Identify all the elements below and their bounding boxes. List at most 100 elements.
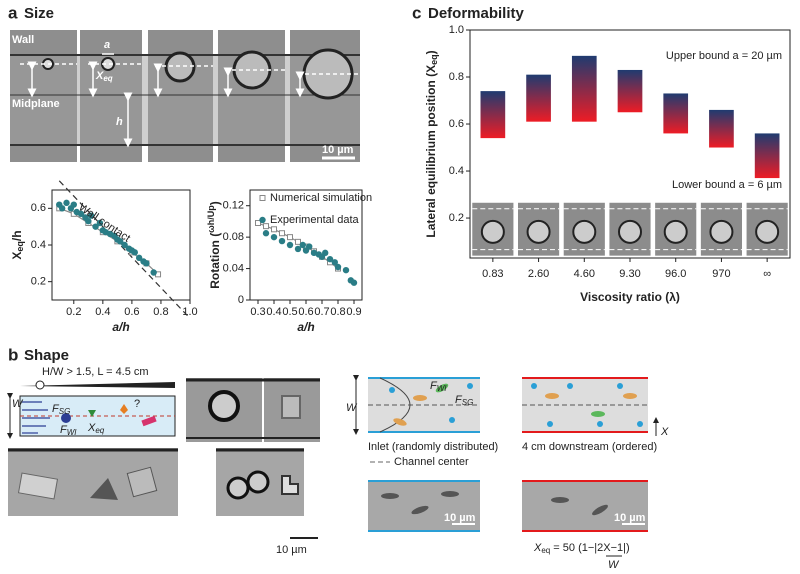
y-tick-label: 0.08 [223, 231, 244, 243]
point [121, 241, 128, 249]
x-tick-label: ∞ [763, 268, 771, 280]
x-tick-label: 0.2 [66, 306, 81, 318]
micrographs [10, 30, 360, 162]
label: W [346, 402, 358, 414]
point [58, 205, 66, 212]
label-part: eq [429, 54, 439, 65]
x-tick-label: 0.8 [153, 306, 168, 318]
y-tick-label: 1.0 [449, 24, 464, 36]
label-part: ) [208, 201, 222, 205]
y-tick-label: 0.6 [31, 202, 46, 214]
marker [279, 230, 285, 237]
droplet [709, 219, 734, 244]
range-bar [754, 133, 780, 179]
point [117, 238, 124, 245]
panel-title: Shape [24, 347, 69, 364]
range-bar [663, 93, 689, 134]
panel-title: Deformability [428, 5, 525, 22]
point [135, 254, 143, 262]
marker [287, 234, 293, 241]
x-tick-label: 970 [712, 268, 730, 280]
scale-bar-label: 10 µm [614, 512, 646, 524]
legend-label: Numerical simulation [270, 192, 372, 204]
point [88, 212, 95, 219]
point [131, 249, 138, 256]
x-tick-label: 96.0 [665, 268, 686, 280]
y-tick-label: 0.2 [449, 212, 464, 224]
panel-label: c [412, 3, 421, 22]
point [63, 199, 70, 207]
point [350, 279, 358, 286]
point [326, 255, 334, 263]
label-part: Lateral equilibrium position (X [424, 65, 438, 238]
y-tick-label: 0.8 [449, 71, 464, 83]
label-part: X [10, 252, 24, 260]
x-tick-label: 0.7 [314, 306, 329, 318]
point [310, 249, 318, 257]
annotation: Upper bound a = 20 µm [666, 50, 782, 62]
y-axis-label: Lateral equilibrium position (Xeq) [424, 50, 439, 237]
point [70, 201, 77, 208]
point [143, 260, 150, 267]
x-tick-label: 9.30 [619, 268, 640, 280]
x-tick-label: 0.3 [250, 306, 265, 318]
range-bar [526, 74, 551, 122]
scale-bar-label: 10 µm [444, 512, 476, 524]
point [306, 243, 313, 250]
label: Xeq [95, 70, 113, 83]
panel-label: b [8, 345, 18, 364]
point [92, 223, 99, 230]
point [77, 210, 85, 218]
label: W [608, 559, 620, 571]
legend-marker [259, 195, 266, 201]
label: ? [134, 398, 140, 410]
point [294, 245, 302, 253]
label: FSG [455, 394, 473, 407]
x-tick-label: 0.83 [482, 268, 503, 280]
y-tick-label: 0.2 [31, 276, 46, 288]
label-part: Rotation ( [208, 233, 222, 289]
label-part: /h [10, 230, 24, 241]
y-tick-label: 0.4 [449, 165, 464, 177]
label: X [660, 426, 669, 438]
range-bar [571, 55, 597, 122]
x-tick-label: 0.6 [124, 306, 139, 318]
label: H/W > 1.5, L = 4.5 cm [42, 366, 149, 378]
point [270, 233, 278, 241]
label: Inlet (randomly distributed) [368, 441, 498, 453]
label: FWI [60, 424, 77, 437]
x-tick-label: 0.8 [330, 306, 345, 318]
label: FWI [430, 380, 447, 393]
point [299, 241, 306, 249]
marker [271, 226, 277, 233]
label: h [116, 116, 123, 128]
y-tick-label: 0.6 [449, 118, 464, 130]
droplet [755, 219, 780, 244]
series-line [58, 180, 191, 319]
droplet [618, 219, 642, 244]
x-axis-label: Viscosity ratio (λ) [580, 290, 680, 304]
annotation: Wall contact [76, 201, 132, 244]
label-part: eq [15, 241, 25, 252]
x-tick-label: 0.5 [282, 306, 297, 318]
point [85, 217, 92, 225]
range-bar [709, 109, 734, 148]
x-axis-label: a/h [297, 320, 314, 334]
range-bar [480, 91, 506, 139]
panel-b: b Shape H/W > 1.5, L = 4.5 cm W FSG FWI … [7, 345, 669, 571]
point [262, 230, 270, 237]
micrographs [8, 378, 320, 539]
x-tick-label: 0.4 [95, 306, 110, 318]
annotation: Lower bound a = 6 µm [672, 179, 782, 191]
point [334, 263, 342, 271]
x-tick-label: 0.9 [346, 306, 361, 318]
droplet [480, 219, 505, 244]
marker [295, 238, 301, 245]
label: Channel center [394, 456, 469, 468]
point [286, 241, 294, 249]
formula: Xeq = 50 (1−|2X−1|) [533, 542, 630, 555]
label: W [12, 398, 24, 410]
x-tick-label: 0.4 [266, 306, 281, 318]
y-tick-label: 0.04 [223, 262, 244, 274]
point [96, 219, 104, 227]
